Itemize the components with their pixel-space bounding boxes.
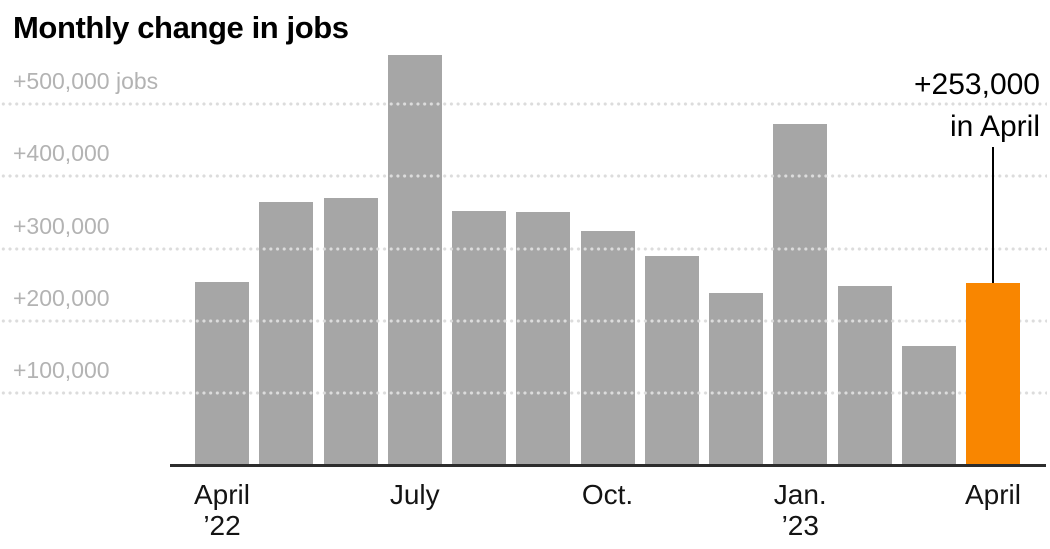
x-axis-label-line: Jan. — [773, 479, 827, 510]
y-axis-label-200000: +200,000 — [13, 284, 110, 311]
bar-2023-02 — [837, 286, 892, 466]
x-axis-label-line: April — [964, 479, 1021, 510]
bar-2022-08 — [452, 211, 506, 466]
bar-2022-04 — [195, 281, 249, 466]
y-axis-label-400000: +400,000 — [13, 140, 110, 167]
x-axis-label-line: Oct. — [581, 479, 634, 510]
x-axis-label-2022-10: Oct. — [523, 479, 693, 510]
gridline-300000 — [0, 246, 1047, 251]
annotation-value: +253,000 — [914, 68, 1040, 101]
bar-2023-04 — [966, 282, 1020, 466]
chart-title: Monthly change in jobs — [13, 10, 349, 45]
bar-2023-03 — [901, 346, 956, 466]
gridline-400000 — [0, 174, 1047, 179]
x-axis-label-2023-04: April — [908, 479, 1050, 510]
annotation-label: in April — [949, 110, 1040, 143]
bar-2023-01 — [773, 124, 828, 466]
gridline-200000 — [0, 318, 1047, 323]
bar-2022-10 — [580, 231, 635, 466]
x-axis-label-2022-04: April ’22 — [137, 479, 307, 541]
x-axis-label-line: July — [389, 479, 440, 510]
x-axis-line — [170, 463, 1046, 467]
y-axis-label-500000: +500,000 jobs — [13, 68, 159, 94]
bar-2022-11 — [644, 255, 699, 466]
annotation: +253,000 in April — [914, 64, 1040, 148]
x-axis-label-2023-01: Jan. ’23 — [715, 479, 885, 541]
x-axis-label-2022-07: July — [330, 479, 500, 510]
y-axis-label-300000: +300,000 — [13, 212, 110, 239]
x-axis-label-line: April — [193, 479, 250, 510]
bar-2022-05 — [259, 202, 314, 466]
y-axis-label-100000: +100,000 — [13, 357, 110, 384]
gridline-100000 — [0, 391, 1047, 396]
annotation-callout-line — [991, 147, 995, 283]
bar-2022-09 — [516, 212, 571, 466]
bar-2022-06 — [323, 197, 378, 466]
x-axis-label-line: ’23 — [781, 510, 819, 541]
gridline-500000 — [0, 102, 1047, 106]
x-axis-label-line: ’22 — [203, 510, 241, 541]
bar-2022-07 — [387, 54, 442, 466]
